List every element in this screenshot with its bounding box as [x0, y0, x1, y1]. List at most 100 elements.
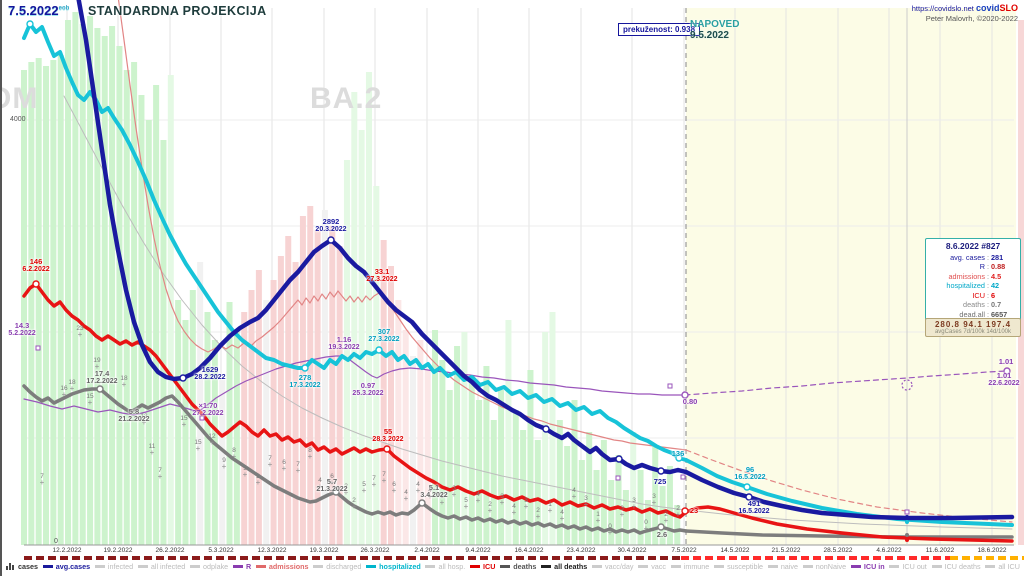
legend-item-nonnaive[interactable]: nonNaive [802, 562, 847, 571]
legend-item-immune[interactable]: immune [670, 562, 709, 571]
legend-item-icu-out[interactable]: ICU out [889, 562, 927, 571]
cases-bar [50, 60, 57, 545]
chart-annotation: 17.4 17.2.2022 [86, 369, 118, 386]
legend-item-all-hosp-[interactable]: all hosp. [425, 562, 465, 571]
legend-item-all-infected[interactable]: all infected [137, 562, 185, 571]
cases-bar [351, 92, 358, 545]
data-point-marker [301, 364, 309, 372]
legend-item-susceptible[interactable]: susceptible [714, 562, 763, 571]
cases-bar [277, 256, 284, 545]
legend-item-deaths[interactable]: deaths [500, 562, 536, 571]
x-tick-label: 2.4.2022 [414, 547, 440, 554]
legend-item-r[interactable]: R [232, 562, 251, 571]
legend-item-naive[interactable]: naive [767, 562, 798, 571]
timeline-band [681, 556, 950, 560]
daily-value-label: 2 [664, 511, 668, 518]
x-tick-label: 26.3.2022 [360, 547, 390, 554]
cases-bar [336, 246, 343, 545]
legend-bar: cases avg.cases infected all infected odplak… [6, 562, 1020, 571]
chart-annotation: 2892 20.3.2022 [315, 217, 347, 234]
legend-swatch [985, 565, 996, 568]
ICU-line [22, 282, 688, 519]
cases-bar [674, 505, 681, 545]
legend-item-icu-in[interactable]: ICU in [850, 562, 885, 571]
plus-marker: + [308, 452, 313, 461]
infobox-badge-caption: avgCases 7d/100k 14d/100k [934, 329, 1012, 335]
legend-swatch [425, 565, 436, 568]
infected-line [63, 95, 687, 511]
daily-value-label: 18 [68, 379, 76, 386]
cases-bar [622, 490, 629, 545]
cases-bar [329, 226, 336, 545]
cases-bar [461, 332, 468, 545]
cases-bar [314, 230, 321, 545]
legend-item-avg-cases[interactable]: avg.cases [42, 562, 90, 571]
plus-marker: + [182, 420, 187, 429]
daily-value-label: 6 [330, 473, 334, 480]
infobox-row-value: 4.5 [991, 271, 1002, 281]
plus-marker: + [256, 478, 261, 487]
legend-item-discharged[interactable]: discharged [313, 562, 361, 571]
plus-marker: + [608, 528, 613, 537]
plus-marker: + [330, 478, 335, 487]
legend-item-hospitalized[interactable]: hospitalized [366, 562, 421, 571]
cases-bar [659, 486, 666, 545]
cases-bar [586, 432, 593, 545]
daily-value-label: 4 [572, 487, 576, 494]
legend-item-infected[interactable]: infected [94, 562, 133, 571]
daily-value-label: 2 [488, 501, 492, 508]
x-tick-label: 4.6.2022 [876, 547, 902, 554]
data-point-marker [332, 488, 340, 496]
daily-value-label: 3 [632, 497, 636, 504]
infected-forecast-line [685, 509, 1013, 530]
daily-value-label: 4 [318, 477, 322, 484]
daily-value-label: 5 [464, 497, 468, 504]
cases-bar [255, 270, 262, 545]
legend-item-all-deaths[interactable]: all deaths [541, 562, 587, 571]
legend-item-admissions[interactable]: admissions [255, 562, 308, 571]
data-point-marker [179, 374, 187, 382]
r-target-ring [901, 379, 913, 391]
legend-swatch [313, 565, 324, 568]
legend-item-label: nonNaive [815, 562, 847, 571]
infobox-row-value: 6 [991, 290, 996, 300]
legend-swatch [541, 565, 552, 568]
data-point-marker [657, 467, 665, 475]
legend-item-vacc-day[interactable]: vacc/day [592, 562, 633, 571]
cases-bar [542, 332, 549, 545]
plus-marker: + [344, 488, 349, 497]
plus-marker: + [452, 490, 457, 499]
cases-bar [365, 72, 372, 545]
legend-item-label: ICU [483, 562, 496, 571]
cases-bar [138, 95, 145, 545]
legend-item-odplake[interactable]: odplake [190, 562, 228, 571]
legend-swatch [802, 565, 813, 568]
daily-value-label: 13 [140, 413, 148, 420]
legend-item-icu-deaths[interactable]: ICU deaths [931, 562, 981, 571]
legend-item-cases[interactable]: cases [6, 562, 38, 571]
daily-value-label: 12 [208, 433, 216, 440]
legend-item-all-icu[interactable]: all ICU [985, 562, 1020, 571]
site-url[interactable]: https://covidslo.net [911, 4, 974, 13]
legend-item-vacc[interactable]: vacc [638, 562, 666, 571]
data-point-marker [32, 280, 40, 288]
forecast-date: 9.5.2022 [690, 30, 729, 41]
daily-value-label: 9 [222, 457, 226, 464]
cases-bar [94, 28, 101, 545]
chart-annotation: 55 28.3.2022 [372, 427, 404, 444]
daily-value-label: 3 [620, 505, 624, 512]
data-point-marker [681, 391, 689, 399]
legend-item-label: ICU in [863, 562, 885, 571]
cases-bar [285, 236, 292, 545]
legend-item-icu[interactable]: ICU [470, 562, 495, 571]
legend-swatch [592, 565, 603, 568]
daily-value-label: 7 [372, 475, 376, 482]
daily-value-label: 7 [296, 461, 300, 468]
plus-marker: + [676, 510, 681, 519]
cases-bar [432, 330, 439, 545]
cases-bar [116, 46, 123, 545]
cases-bar [578, 460, 585, 545]
plus-marker: + [572, 492, 577, 501]
chart-annotation: 307 27.3.2022 [368, 327, 400, 344]
